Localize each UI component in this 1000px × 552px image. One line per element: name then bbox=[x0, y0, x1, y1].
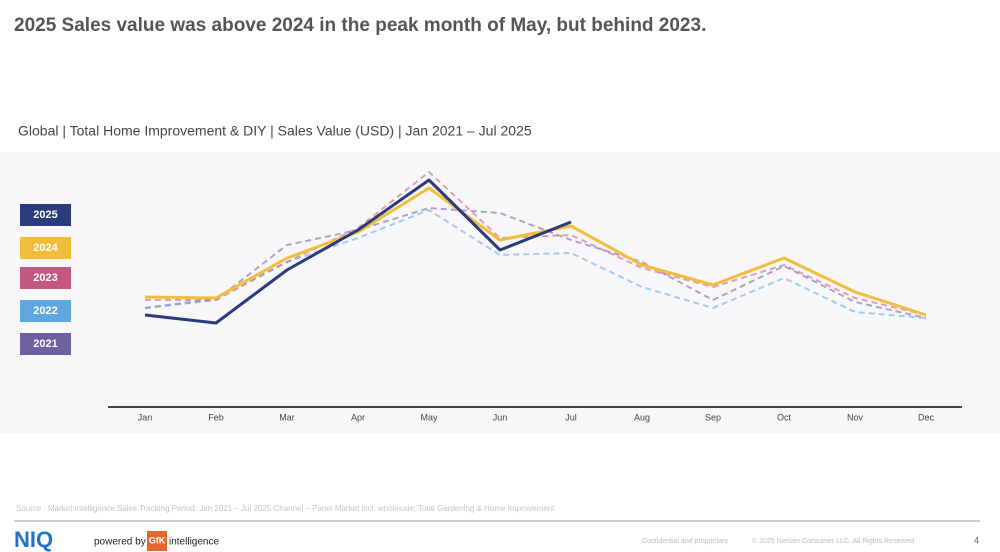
brand-logo: NIQ bbox=[14, 527, 53, 552]
powered-by: powered by bbox=[94, 537, 146, 548]
slide-title: 2025 Sales value was above 2024 in the p… bbox=[14, 15, 706, 36]
x-tick-label: Jun bbox=[493, 412, 508, 422]
legend-label: 2021 bbox=[33, 338, 57, 350]
x-tick-label: Feb bbox=[208, 412, 224, 422]
chart-subtitle: Global | Total Home Improvement & DIY | … bbox=[18, 123, 532, 139]
legend-swatch bbox=[20, 237, 71, 259]
copyright: © 2025 Nielsen Consumer LLC. All Rights … bbox=[752, 537, 914, 545]
legend-swatch bbox=[20, 300, 71, 322]
x-tick-label: Oct bbox=[777, 412, 792, 422]
page-number: 4 bbox=[974, 535, 979, 545]
plot: Jan Feb Mar Apr May Jun Jul Aug Sep Oct Nov Dec 2025… bbox=[20, 171, 935, 422]
legend-swatch bbox=[20, 333, 71, 355]
x-tick-label: Jan bbox=[138, 412, 153, 422]
x-tick-label: Jul bbox=[565, 412, 577, 422]
series-line bbox=[144, 186, 927, 317]
x-tick-label: Nov bbox=[847, 412, 864, 422]
legend-swatch bbox=[20, 267, 71, 289]
x-tick-label: May bbox=[420, 412, 438, 422]
source-note: Source : Market intelligence Sales Track… bbox=[16, 504, 555, 513]
x-tick-label: Mar bbox=[279, 412, 295, 422]
series-line bbox=[144, 207, 927, 319]
partner-suffix: intelligence bbox=[169, 537, 219, 548]
legend-label: 2022 bbox=[33, 305, 57, 317]
x-tick-label: Sep bbox=[705, 412, 721, 422]
legend-label: 2023 bbox=[33, 272, 57, 284]
x-tick-label: Dec bbox=[918, 412, 935, 422]
confidential-note: Confidential and proprietary bbox=[642, 538, 728, 545]
x-tick-label: Aug bbox=[634, 412, 650, 422]
partner-logo-box bbox=[147, 531, 167, 551]
legend-swatch bbox=[20, 204, 71, 226]
partner-logo: GfK bbox=[149, 535, 166, 545]
x-tick-label: Apr bbox=[351, 412, 365, 422]
legend-label: 2025 bbox=[33, 209, 57, 221]
series-line bbox=[144, 209, 927, 319]
legend-label: 2024 bbox=[33, 242, 58, 254]
chart-panel bbox=[0, 152, 1000, 433]
series-line bbox=[144, 178, 572, 325]
